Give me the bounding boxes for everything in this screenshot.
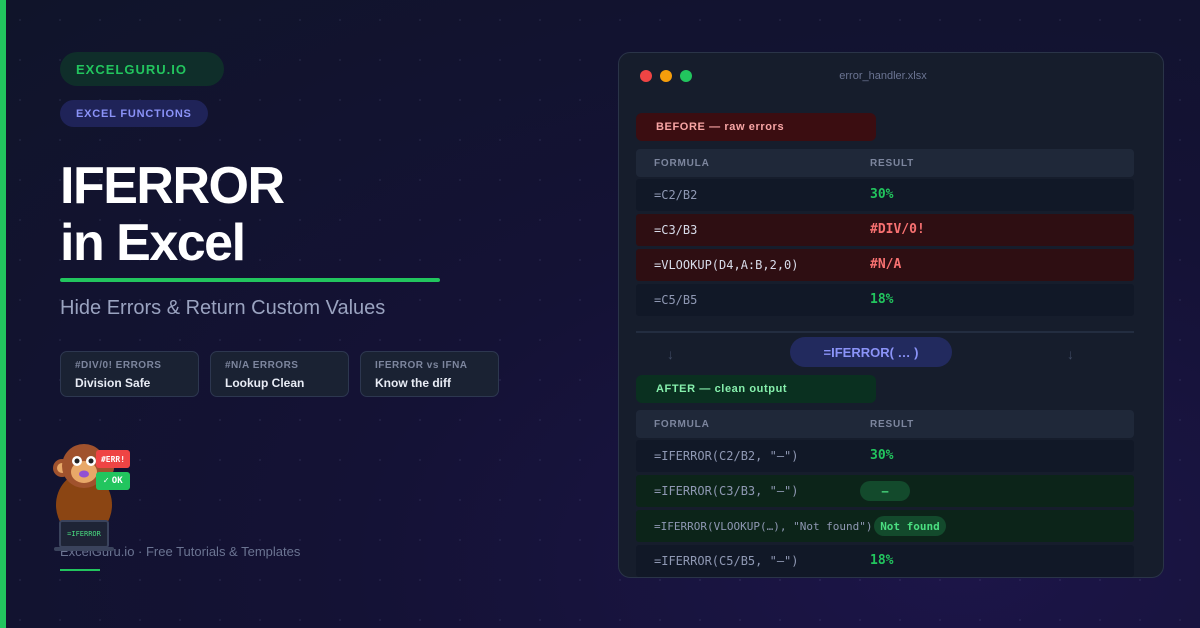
feature-card-ifna: IFERROR vs IFNA Know the diff <box>360 351 499 397</box>
result-cell: 18% <box>870 292 894 307</box>
feature-card-tag: #DIV/0! ERRORS <box>75 360 162 371</box>
table-row: =IFERROR(C2/B2, "—") 30% <box>636 440 1134 472</box>
arrow-down-icon: ↓ <box>1067 346 1074 362</box>
window-titlebar: error_handler.xlsx <box>619 53 1163 99</box>
before-section-label: BEFORE — raw errors <box>636 113 876 141</box>
window-filename: error_handler.xlsx <box>839 70 927 82</box>
table-row: =C2/B2 30% <box>636 179 1134 211</box>
laptop-base <box>54 547 114 551</box>
left-accent-bar <box>0 0 6 628</box>
spreadsheet-window: error_handler.xlsx BEFORE — raw errors F… <box>618 52 1164 578</box>
table-row-error: =C3/B3 #DIV/0! <box>636 214 1134 246</box>
laptop-screen: =IFERROR <box>59 520 109 548</box>
feature-card-tag: IFERROR vs IFNA <box>375 360 468 371</box>
table-row-handled: =IFERROR(C3/B3, "—") — <box>636 475 1134 507</box>
result-cell-error: #N/A <box>870 257 902 272</box>
formula-cell: =IFERROR(C3/B3, "—") <box>654 484 799 498</box>
result-cell: 30% <box>870 448 894 463</box>
maximize-window-button[interactable] <box>680 70 692 82</box>
column-header-result: RESULT <box>870 419 915 430</box>
formula-cell: =IFERROR(VLOOKUP(…), "Not found") <box>654 520 873 533</box>
footer-text: ExcelGuru.io · Free Tutorials & Template… <box>60 544 301 559</box>
formula-cell: =VLOOKUP(D4,A:B,2,0) <box>654 258 799 272</box>
feature-card-tag: #N/A ERRORS <box>225 360 299 371</box>
arrow-down-icon: ↓ <box>667 346 674 362</box>
minimize-window-button[interactable] <box>660 70 672 82</box>
formula-cell: =IFERROR(C2/B2, "—") <box>654 449 799 463</box>
result-cell: 18% <box>870 553 894 568</box>
feature-card-title: Division Safe <box>75 376 151 390</box>
title-line-1: IFERROR <box>60 157 285 215</box>
result-pill-fallback: Not found <box>874 516 946 536</box>
category-badge: EXCEL FUNCTIONS <box>60 100 208 127</box>
feature-card-div0: #DIV/0! ERRORS Division Safe <box>60 351 199 397</box>
result-cell-error: #DIV/0! <box>870 222 925 237</box>
feature-card-title: Lookup Clean <box>225 376 305 390</box>
feature-card-na: #N/A ERRORS Lookup Clean <box>210 351 349 397</box>
title-line-2: in Excel <box>60 214 246 272</box>
section-divider <box>636 331 1134 333</box>
column-header-formula: FORMULA <box>654 419 710 430</box>
table-row-error: =VLOOKUP(D4,A:B,2,0) #N/A <box>636 249 1134 281</box>
formula-cell: =C2/B2 <box>654 188 698 202</box>
ok-badge: ✓ OK <box>96 472 130 490</box>
table-row: =IFERROR(C5/B5, "—") 18% <box>636 545 1134 577</box>
formula-cell: =IFERROR(C5/B5, "—") <box>654 554 799 568</box>
page-subtitle: Hide Errors & Return Custom Values <box>60 297 386 319</box>
before-table-header: FORMULA RESULT <box>636 149 1134 177</box>
feature-card-title: Know the diff <box>375 376 451 390</box>
result-pill-fallback: — <box>860 481 910 501</box>
table-row: =C5/B5 18% <box>636 284 1134 316</box>
iferror-transform-badge: =IFERROR( … ) <box>790 337 952 367</box>
formula-cell: =C5/B5 <box>654 293 698 307</box>
ok-label: OK <box>111 476 123 486</box>
title-underline <box>60 278 440 282</box>
after-table-header: FORMULA RESULT <box>636 410 1134 438</box>
close-window-button[interactable] <box>640 70 652 82</box>
brand-badge: EXCELGURU.IO <box>60 52 224 86</box>
table-row-handled: =IFERROR(VLOOKUP(…), "Not found") Not fo… <box>636 510 1134 542</box>
page-title: IFERROR in Excel <box>60 158 540 272</box>
checkmark-icon: ✓ <box>103 476 109 486</box>
error-badge: #ERR! <box>96 450 130 468</box>
after-section-label: AFTER — clean output <box>636 375 876 403</box>
column-header-formula: FORMULA <box>654 158 710 169</box>
footer-underline <box>60 569 100 571</box>
result-cell: 30% <box>870 187 894 202</box>
column-header-result: RESULT <box>870 158 915 169</box>
formula-cell: =C3/B3 <box>654 223 698 237</box>
